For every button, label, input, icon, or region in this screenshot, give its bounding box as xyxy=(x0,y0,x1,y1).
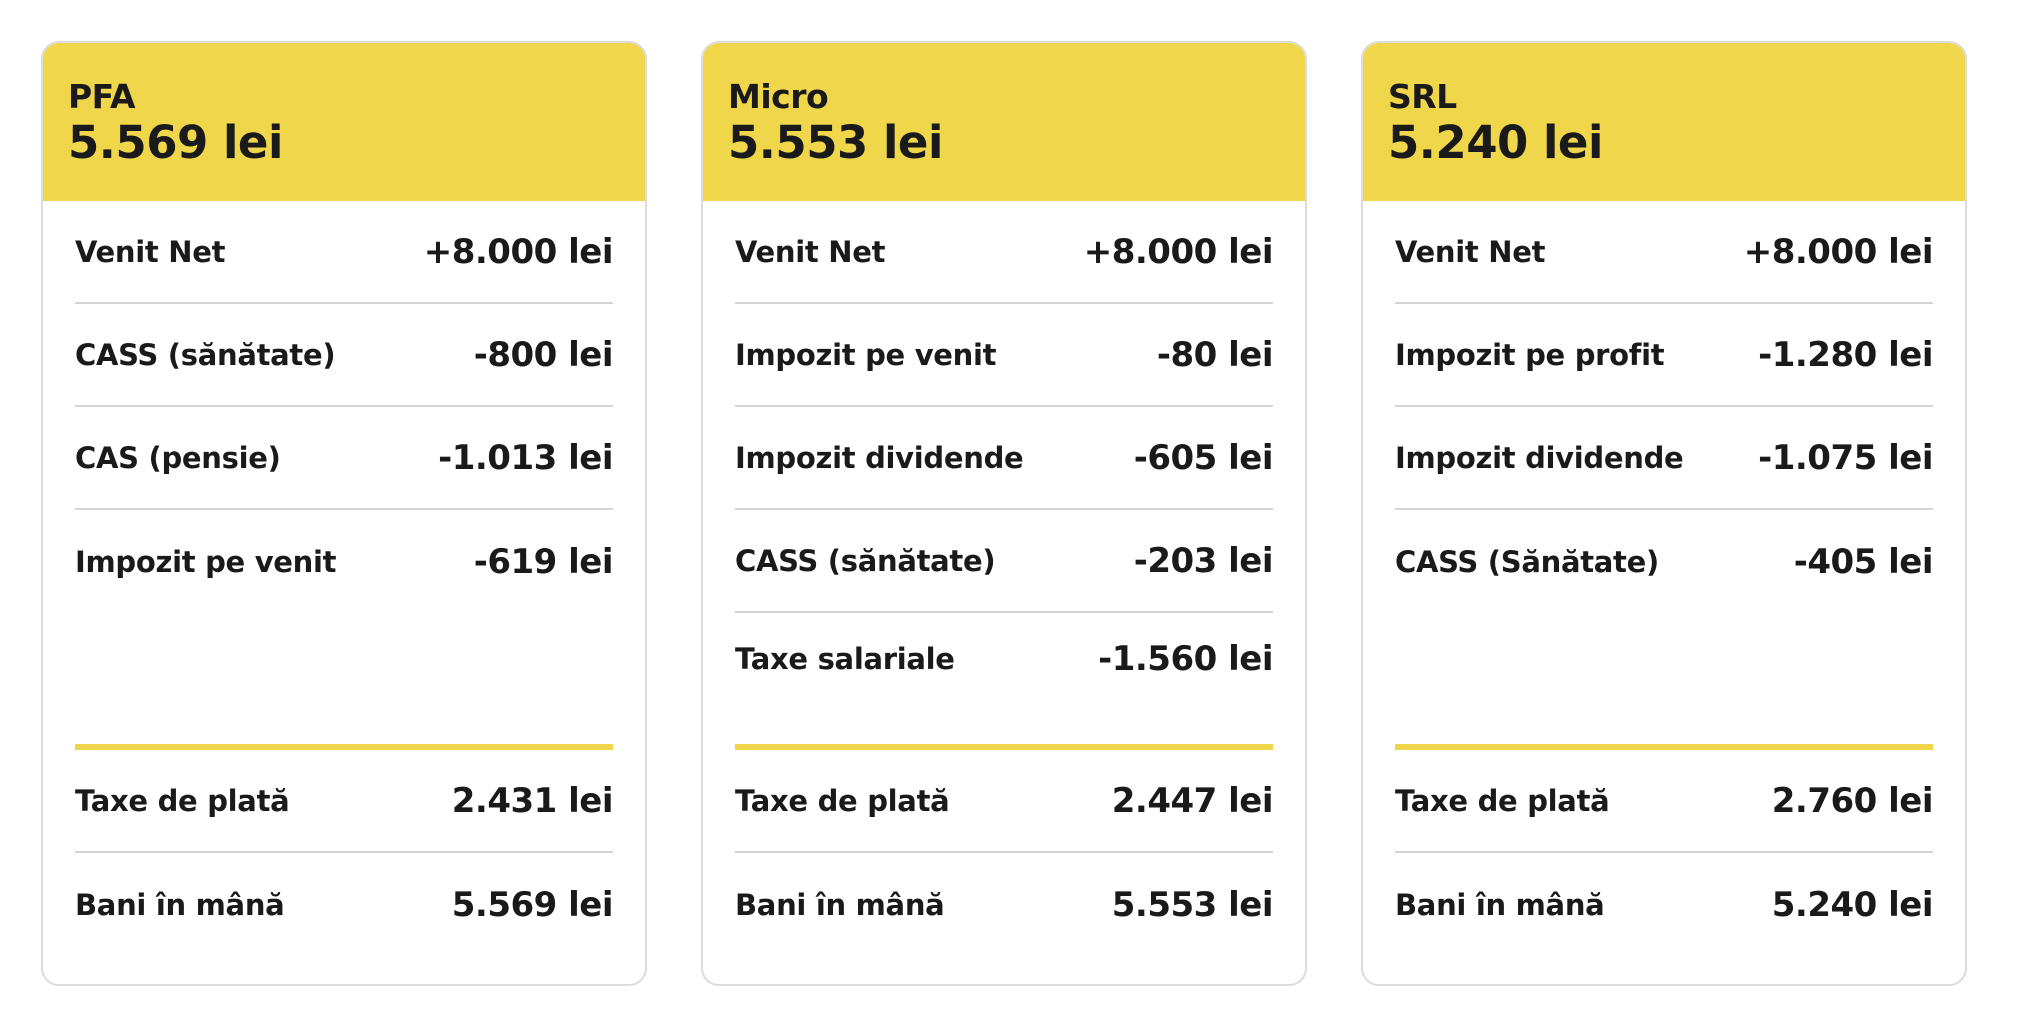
row-label: Venit Net xyxy=(1395,234,1546,269)
breakdown-row: Taxe salariale -1.560 lei xyxy=(735,613,1273,705)
row-value: -1.280 lei xyxy=(1758,334,1933,375)
card-total: 5.569 lei xyxy=(68,116,283,169)
summary-divider xyxy=(735,744,1273,750)
row-value: 2.447 lei xyxy=(1111,780,1274,821)
summary-row-taxes: Taxe de plată 2.447 lei xyxy=(735,750,1274,853)
card-title: SRL xyxy=(1388,77,1457,116)
row-label: Impozit dividende xyxy=(1395,440,1684,475)
row-value: 2.760 lei xyxy=(1771,780,1934,821)
row-value: -1.013 lei xyxy=(438,437,613,478)
row-label: Impozit pe profit xyxy=(1395,337,1665,372)
row-value: +8.000 lei xyxy=(423,231,614,272)
row-label: Bani în mână xyxy=(735,887,945,922)
summary-row-net: Bani în mână 5.240 lei xyxy=(1395,853,1934,956)
card-pfa: PFA 5.569 lei Venit Net +8.000 lei CASS … xyxy=(41,41,647,986)
row-value: 5.553 lei xyxy=(1111,884,1274,925)
card-header: PFA 5.569 lei xyxy=(43,43,645,201)
row-value: 5.569 lei xyxy=(451,884,614,925)
row-label: CASS (sănătate) xyxy=(735,543,996,578)
row-label: CASS (sănătate) xyxy=(75,337,336,372)
row-value: -605 lei xyxy=(1133,437,1274,478)
row-value: -1.560 lei xyxy=(1098,639,1273,679)
row-value: -619 lei xyxy=(473,541,614,582)
row-label: Impozit pe venit xyxy=(735,337,997,372)
row-value: +8.000 lei xyxy=(1083,231,1274,272)
row-label: Taxe de plată xyxy=(735,783,950,818)
row-value: -1.075 lei xyxy=(1758,437,1933,478)
breakdown-row: Impozit pe venit -619 lei xyxy=(75,510,614,613)
breakdown-row: Impozit pe profit -1.280 lei xyxy=(1395,304,1933,407)
row-label: Impozit pe venit xyxy=(75,544,337,579)
row-value: -405 lei xyxy=(1793,541,1934,582)
row-label: Bani în mână xyxy=(75,887,285,922)
breakdown-row: Venit Net +8.000 lei xyxy=(75,201,614,304)
summary-divider xyxy=(1395,744,1933,750)
row-value: 2.431 lei xyxy=(451,780,614,821)
breakdown-row: CASS (sănătate) -800 lei xyxy=(75,304,614,407)
breakdown-row: Impozit dividende -1.075 lei xyxy=(1395,407,1933,510)
breakdown-row: CASS (sănătate) -203 lei xyxy=(735,510,1274,613)
row-label: Impozit dividende xyxy=(735,440,1024,475)
card-srl: SRL 5.240 lei Venit Net +8.000 lei Impoz… xyxy=(1361,41,1967,986)
breakdown-row: Venit Net +8.000 lei xyxy=(1395,201,1934,304)
breakdown-row: CASS (Sănătate) -405 lei xyxy=(1395,510,1934,613)
card-title: PFA xyxy=(68,77,135,116)
summary-row-taxes: Taxe de plată 2.760 lei xyxy=(1395,750,1934,853)
row-label: CAS (pensie) xyxy=(75,440,281,475)
row-label: Taxe de plată xyxy=(1395,783,1610,818)
breakdown-row: Impozit dividende -605 lei xyxy=(735,407,1274,510)
row-label: Taxe salariale xyxy=(735,642,955,676)
summary-row-net: Bani în mână 5.553 lei xyxy=(735,853,1274,956)
card-micro: Micro 5.553 lei Venit Net +8.000 lei Imp… xyxy=(701,41,1307,986)
summary-row-net: Bani în mână 5.569 lei xyxy=(75,853,614,956)
breakdown-row: CAS (pensie) -1.013 lei xyxy=(75,407,613,510)
row-value: -203 lei xyxy=(1133,540,1274,581)
row-value: +8.000 lei xyxy=(1743,231,1934,272)
card-header: SRL 5.240 lei xyxy=(1363,43,1965,201)
row-label: Bani în mână xyxy=(1395,887,1605,922)
summary-row-taxes: Taxe de plată 2.431 lei xyxy=(75,750,614,853)
card-title: Micro xyxy=(728,77,829,116)
row-label: Taxe de plată xyxy=(75,783,290,818)
card-total: 5.553 lei xyxy=(728,116,943,169)
row-value: -80 lei xyxy=(1156,334,1274,375)
breakdown-row: Venit Net +8.000 lei xyxy=(735,201,1274,304)
card-header: Micro 5.553 lei xyxy=(703,43,1305,201)
breakdown-row: Impozit pe venit -80 lei xyxy=(735,304,1274,407)
summary-divider xyxy=(75,744,613,750)
row-label: Venit Net xyxy=(735,234,886,269)
row-label: Venit Net xyxy=(75,234,226,269)
row-value: 5.240 lei xyxy=(1771,884,1934,925)
row-value: -800 lei xyxy=(473,334,614,375)
row-label: CASS (Sănătate) xyxy=(1395,544,1659,579)
card-total: 5.240 lei xyxy=(1388,116,1603,169)
